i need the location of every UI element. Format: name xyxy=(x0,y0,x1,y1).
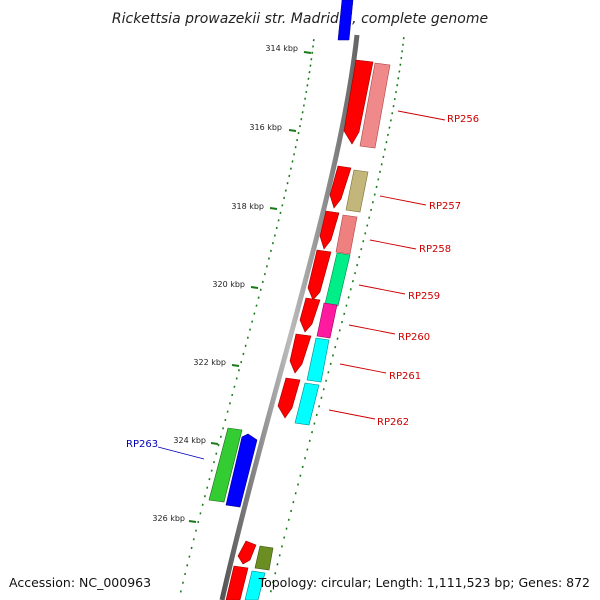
gene-rp258-cog xyxy=(335,214,358,255)
connector-rp258 xyxy=(369,239,417,250)
gene-rp257-cog xyxy=(345,169,369,213)
ruler-tick-318: 318 kbp xyxy=(231,202,278,211)
gene-rp263-cog xyxy=(208,427,243,503)
ruler-tick-326: 326 kbp xyxy=(152,514,197,523)
tick-label-320: 320 kbp xyxy=(212,280,245,289)
gene-arrow-rp262-inner xyxy=(277,377,301,419)
gene-partial-bottom-2 xyxy=(254,545,274,571)
gene-arrow-rp263 xyxy=(225,433,258,508)
tick-label-324: 324 kbp xyxy=(173,436,206,445)
gene-rp259-cog xyxy=(324,252,351,307)
tick-label-322: 322 kbp xyxy=(193,358,226,367)
tick-label-316: 316 kbp xyxy=(249,123,282,132)
gene-arrow-rp256-inner xyxy=(343,59,374,145)
gene-partial-bottom-4 xyxy=(244,570,266,600)
gene-label-rp262[interactable]: RP262 xyxy=(377,417,409,428)
gene-partial-top xyxy=(337,0,354,41)
gene-rp256-cog xyxy=(359,62,391,149)
ruler-dots xyxy=(179,37,405,593)
gene-arrow-rp258-inner xyxy=(319,210,340,250)
connector-rp261 xyxy=(339,363,387,374)
gene-arrow-rp260-inner xyxy=(299,297,321,333)
gene-partial-bottom-1 xyxy=(237,540,257,565)
gene-partial-bottom-3 xyxy=(225,565,249,600)
gene-arrow-rp261-inner xyxy=(289,333,312,374)
ruler-tick-322: 322 kbp xyxy=(193,358,240,367)
connector-rp259 xyxy=(358,284,406,295)
gene-label-rp260[interactable]: RP260 xyxy=(398,332,430,343)
connector-rp256 xyxy=(397,110,446,121)
tick-label-314: 314 kbp xyxy=(265,44,298,53)
accession-text: Accession: NC_000963 xyxy=(9,575,151,590)
gene-label-rp261[interactable]: RP261 xyxy=(389,371,421,382)
ruler-tick-324: 324 kbp xyxy=(173,436,219,445)
tick-label-326: 326 kbp xyxy=(152,514,185,523)
gene-label-rp256[interactable]: RP256 xyxy=(447,114,479,125)
gene-rp262-cog xyxy=(294,382,320,426)
gene-arrow-rp259-inner xyxy=(307,249,332,301)
gene-rp260-cog xyxy=(316,302,338,339)
tick-label-318: 318 kbp xyxy=(231,202,264,211)
connector-rp257 xyxy=(379,195,427,206)
ruler-tick-320: 320 kbp xyxy=(212,280,259,289)
gene-label-rp259[interactable]: RP259 xyxy=(408,291,440,302)
ruler-tick-314: 314 kbp xyxy=(265,44,312,54)
gene-label-rp258[interactable]: RP258 xyxy=(419,244,451,255)
connector-rp263 xyxy=(157,446,205,460)
gene-label-rp257[interactable]: RP257 xyxy=(429,201,461,212)
gene-rp261-cog xyxy=(306,337,330,383)
connector-rp262 xyxy=(328,409,376,420)
gene-label-rp263[interactable]: RP263 xyxy=(126,439,158,450)
genome-backbone xyxy=(219,34,360,600)
ruler-tick-316: 316 kbp xyxy=(249,123,297,132)
map-title: Rickettsia prowazekii str. Madrid E, com… xyxy=(112,11,488,27)
genome-stats-text: Topology: circular; Length: 1,111,523 bp… xyxy=(258,575,590,590)
gene-arrow-rp257-inner xyxy=(329,165,352,209)
connector-rp260 xyxy=(348,324,396,335)
